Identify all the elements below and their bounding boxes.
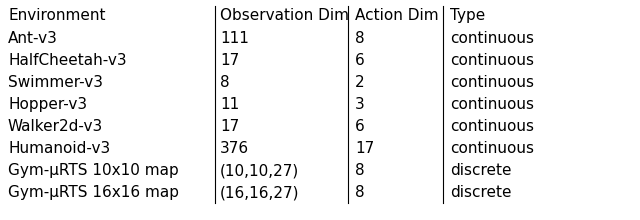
Text: 111: 111 [220, 31, 249, 46]
Text: (10,10,27): (10,10,27) [220, 163, 300, 178]
Text: (16,16,27): (16,16,27) [220, 185, 300, 200]
Text: Type: Type [450, 8, 485, 23]
Text: 376: 376 [220, 141, 249, 156]
Text: continuous: continuous [450, 97, 534, 112]
Text: continuous: continuous [450, 53, 534, 68]
Text: continuous: continuous [450, 75, 534, 90]
Text: HalfCheetah-v3: HalfCheetah-v3 [8, 53, 127, 68]
Text: continuous: continuous [450, 119, 534, 134]
Text: 17: 17 [220, 53, 239, 68]
Text: 11: 11 [220, 97, 239, 112]
Text: 8: 8 [355, 163, 365, 178]
Text: Observation Dim: Observation Dim [220, 8, 349, 23]
Text: Environment: Environment [8, 8, 106, 23]
Text: Gym-μRTS 16x16 map: Gym-μRTS 16x16 map [8, 185, 179, 200]
Text: continuous: continuous [450, 141, 534, 156]
Text: discrete: discrete [450, 163, 511, 178]
Text: 3: 3 [355, 97, 365, 112]
Text: 6: 6 [355, 119, 365, 134]
Text: 8: 8 [220, 75, 230, 90]
Text: 17: 17 [355, 141, 374, 156]
Text: 6: 6 [355, 53, 365, 68]
Text: Hopper-v3: Hopper-v3 [8, 97, 87, 112]
Text: 8: 8 [355, 185, 365, 200]
Text: Humanoid-v3: Humanoid-v3 [8, 141, 110, 156]
Text: Action Dim: Action Dim [355, 8, 438, 23]
Text: Ant-v3: Ant-v3 [8, 31, 58, 46]
Text: Swimmer-v3: Swimmer-v3 [8, 75, 103, 90]
Text: Walker2d-v3: Walker2d-v3 [8, 119, 103, 134]
Text: 17: 17 [220, 119, 239, 134]
Text: discrete: discrete [450, 185, 511, 200]
Text: Gym-μRTS 10x10 map: Gym-μRTS 10x10 map [8, 163, 179, 178]
Text: continuous: continuous [450, 31, 534, 46]
Text: 8: 8 [355, 31, 365, 46]
Text: 2: 2 [355, 75, 365, 90]
